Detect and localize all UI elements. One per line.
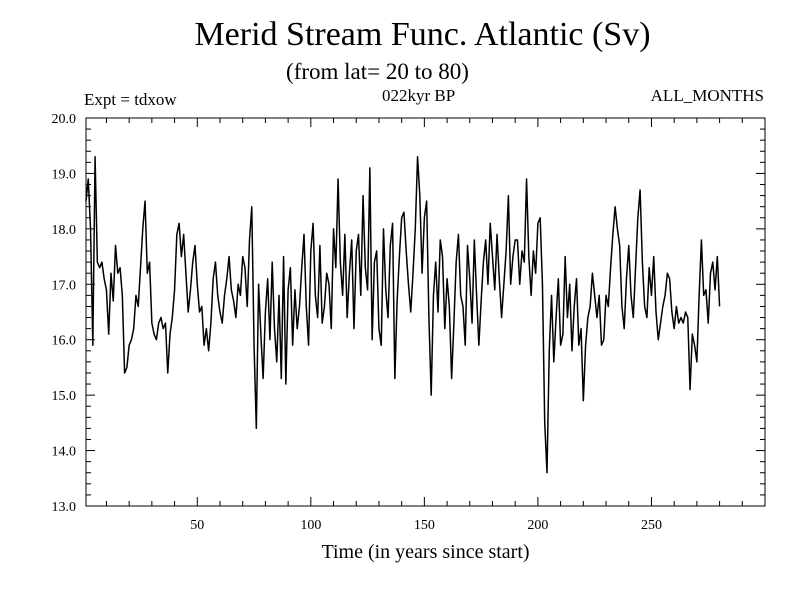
chart-subtitle: (from lat= 20 to 80) [286,59,469,84]
y-tick-label: 16.0 [52,334,77,349]
x-tick-label: 50 [190,518,204,533]
x-tick-label: 150 [414,518,435,533]
period-label: 022kyr BP [382,86,456,105]
plot-frame [85,117,766,507]
x-tick-label: 200 [527,518,548,533]
x-tick-label: 100 [300,518,321,533]
y-tick-label: 19.0 [52,167,77,182]
experiment-label: Expt = tdxow [84,90,177,109]
chart-title: Merid Stream Func. Atlantic (Sv) [194,16,651,53]
series-line [85,156,721,474]
y-tick-label: 14.0 [52,445,77,460]
y-tick-label: 15.0 [52,389,77,404]
y-tick-label: 17.0 [52,278,77,293]
y-tick-label: 13.0 [52,500,77,515]
months-label: ALL_MONTHS [650,86,764,105]
y-tick-label: 18.0 [52,223,77,238]
x-tick-label: 250 [641,518,662,533]
y-tick-label: 20.0 [52,112,77,127]
x-axis-title: Time (in years since start) [321,541,529,563]
x-axis-tick-labels: 50 100 150 200 250 [190,518,662,533]
y-axis-tick-labels: 13.0 14.0 15.0 16.0 17.0 18.0 19.0 20.0 [52,112,77,515]
axis-ticks [86,117,765,507]
